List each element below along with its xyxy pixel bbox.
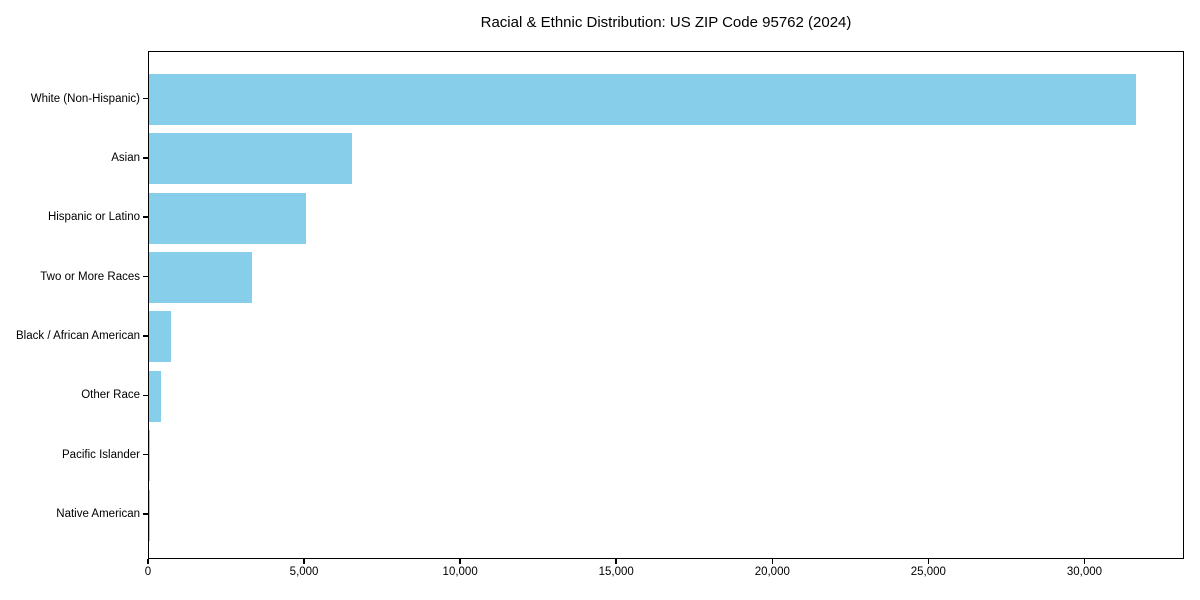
y-tick-label: Black / African American [16, 329, 140, 342]
bar [149, 311, 172, 363]
y-tick-mark [143, 453, 148, 456]
chart-title: Racial & Ethnic Distribution: US ZIP Cod… [480, 14, 852, 31]
x-tick-label: 30,000 [1066, 566, 1103, 578]
y-tick-label: Pacific Islander [62, 448, 140, 461]
y-tick-mark [143, 513, 148, 515]
y-tick-mark [143, 335, 148, 337]
bar [149, 74, 1136, 125]
y-tick-mark [143, 216, 148, 218]
y-tick-label: White (Non-Hispanic) [30, 92, 140, 105]
y-tick-label: Asian [111, 151, 140, 164]
y-tick-label: Native American [56, 508, 140, 521]
plot-area [148, 51, 1184, 559]
y-tick-label: Two or More Races [40, 270, 140, 283]
x-tick-mark [1083, 559, 1086, 564]
x-tick-mark [459, 559, 461, 564]
x-tick-label: 25,000 [910, 566, 946, 578]
x-tick-mark [615, 559, 617, 564]
x-tick-label: 20,000 [754, 566, 790, 578]
x-tick-label: 0 [144, 566, 152, 578]
x-tick-mark [927, 559, 930, 564]
y-tick-mark [143, 394, 148, 397]
y-tick-mark [143, 157, 148, 159]
x-tick-mark [147, 559, 149, 564]
y-tick-mark [143, 97, 148, 100]
x-tick-mark [303, 559, 305, 564]
x-tick-mark [771, 559, 774, 564]
y-tick-label: Other Race [81, 389, 140, 402]
y-tick-label: Hispanic or Latino [47, 211, 140, 224]
bar [149, 133, 352, 185]
x-tick-label: 10,000 [442, 566, 478, 578]
bar [149, 252, 253, 304]
x-tick-label: 15,000 [598, 566, 634, 578]
y-tick-mark [143, 275, 148, 278]
bar [149, 370, 161, 422]
bar [149, 430, 150, 482]
x-tick-label: 5,000 [289, 566, 319, 578]
bar [149, 192, 307, 244]
